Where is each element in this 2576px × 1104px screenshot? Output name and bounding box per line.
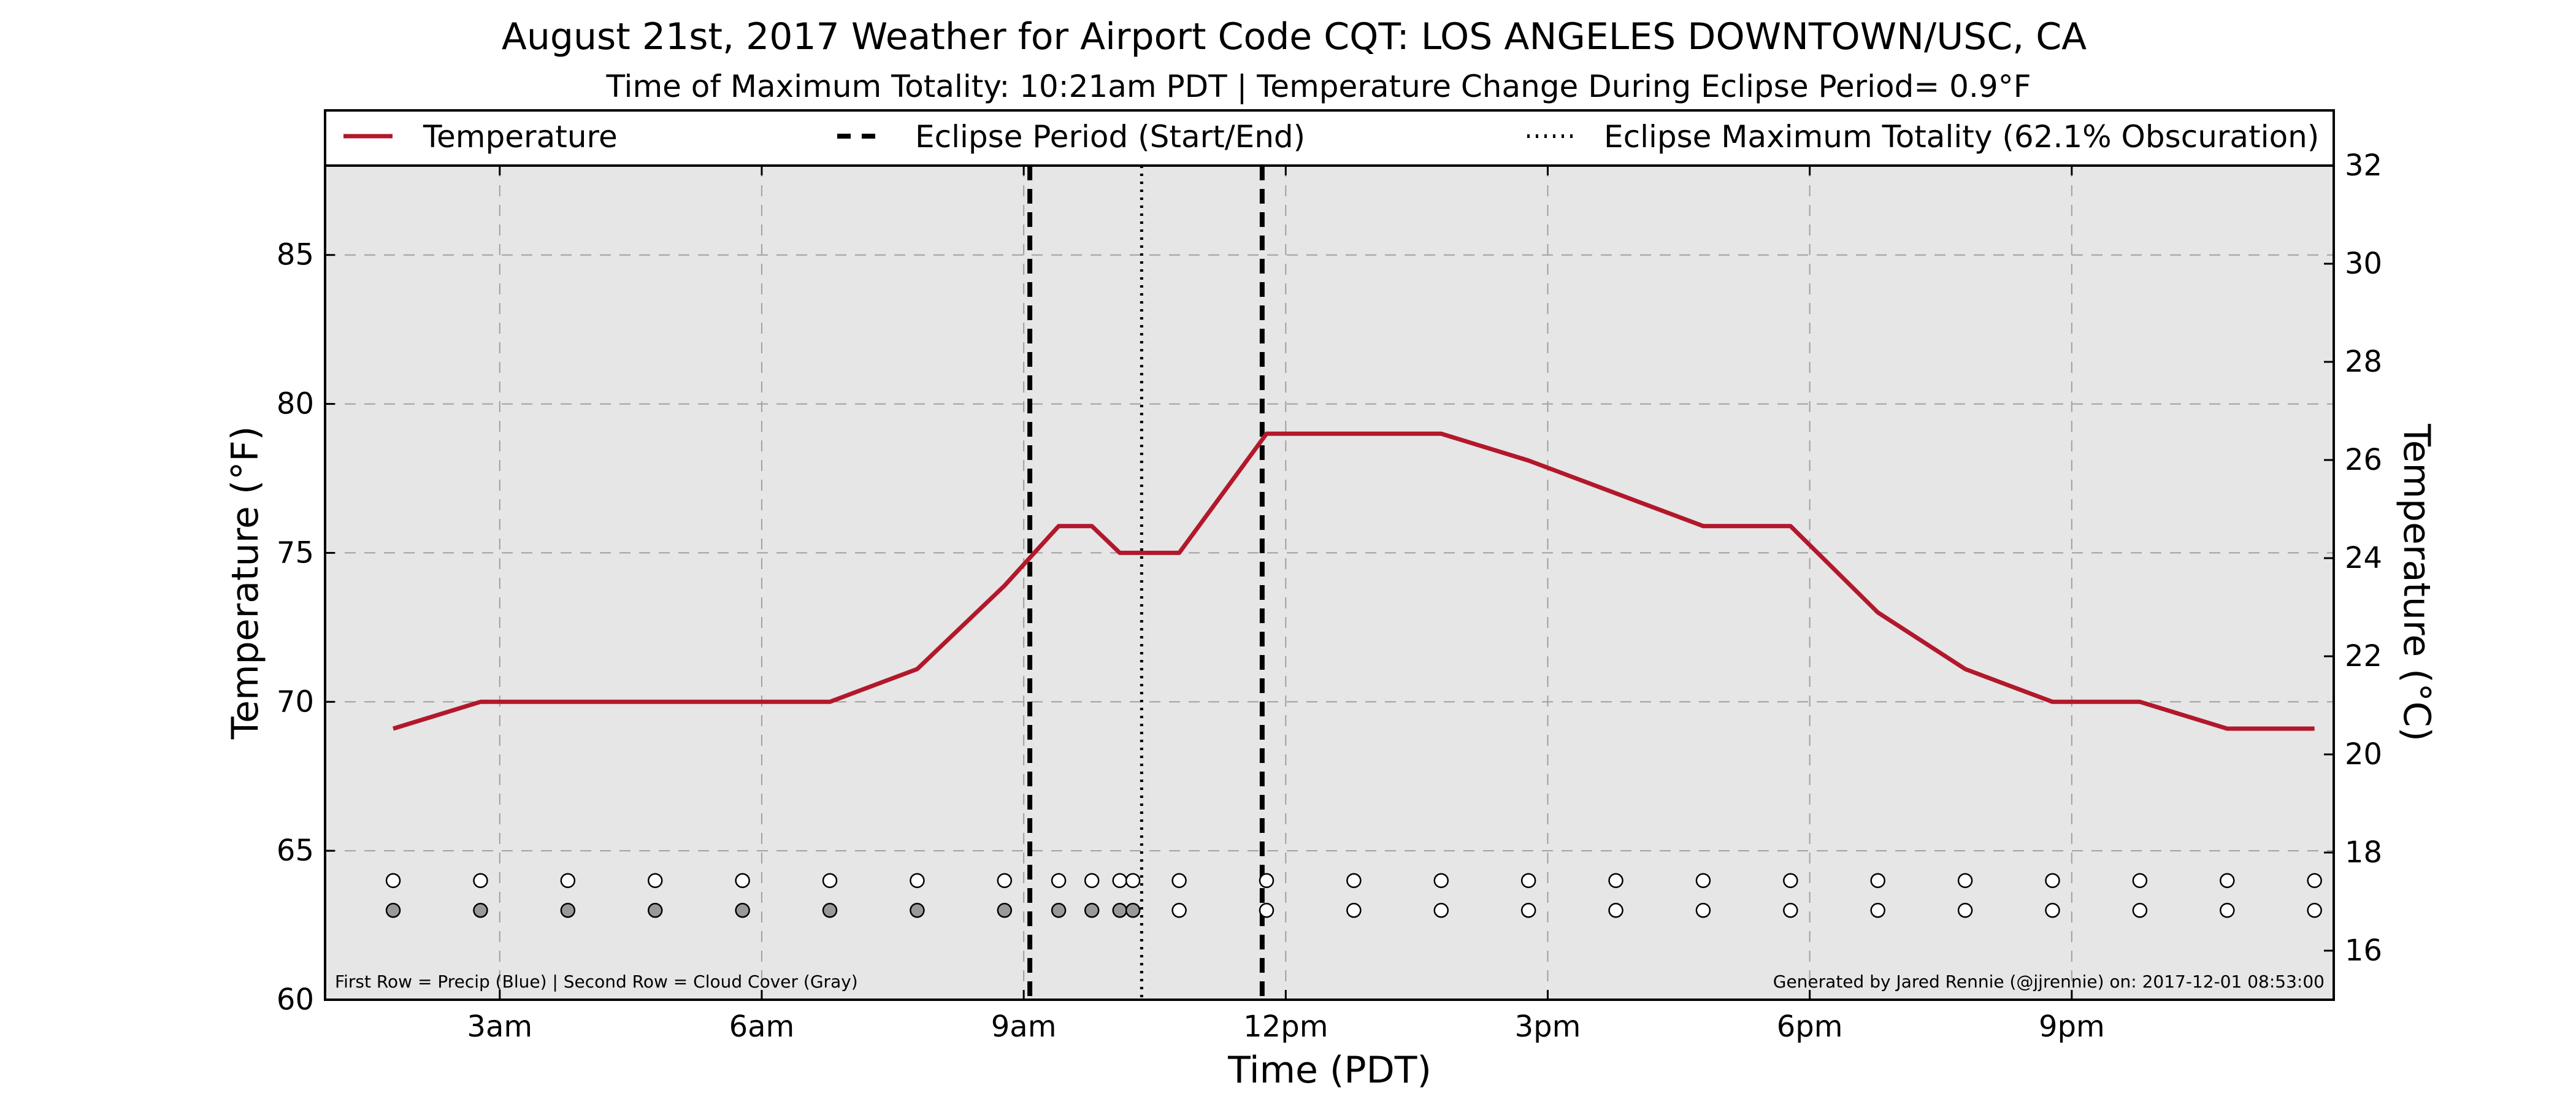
y2-tick-label: 24 xyxy=(2345,541,2382,575)
precip-marker xyxy=(1609,874,1623,887)
precip-marker xyxy=(648,874,662,887)
cloud-cover-marker xyxy=(1784,903,1797,917)
legend-label-eclipse-max: Eclipse Maximum Totality (62.1% Obscurat… xyxy=(1604,119,2319,155)
cloud-cover-marker xyxy=(561,903,575,917)
legend-label-temperature: Temperature xyxy=(423,119,618,155)
x-tick-label: 3am xyxy=(467,1010,532,1044)
cloud-cover-marker xyxy=(1696,903,1710,917)
cloud-cover-marker xyxy=(1126,903,1140,917)
cloud-cover-marker xyxy=(1871,903,1885,917)
x-tick-label: 9am xyxy=(991,1010,1057,1044)
legend-label-eclipse-period: Eclipse Period (Start/End) xyxy=(915,119,1305,155)
cloud-cover-marker xyxy=(823,903,837,917)
y-tick-label: 70 xyxy=(277,684,314,719)
precip-marker xyxy=(2133,874,2147,887)
cloud-cover-marker xyxy=(648,903,662,917)
y2-tick-label: 26 xyxy=(2345,443,2382,477)
precip-marker xyxy=(1126,874,1140,887)
cloud-cover-marker xyxy=(2133,903,2147,917)
chart-subtitle: Time of Maximum Totality: 10:21am PDT | … xyxy=(606,69,2031,104)
y2-tick-label: 32 xyxy=(2345,148,2382,183)
precip-marker xyxy=(2308,874,2321,887)
cloud-cover-marker xyxy=(910,903,924,917)
precip-marker xyxy=(1173,874,1186,887)
precip-marker xyxy=(1871,874,1885,887)
y-tick-label: 80 xyxy=(277,387,314,421)
x-tick-label: 6am xyxy=(729,1010,795,1044)
y-tick-label: 85 xyxy=(277,238,314,272)
chart-title: August 21st, 2017 Weather for Airport Co… xyxy=(502,15,2087,58)
precip-marker xyxy=(1696,874,1710,887)
precip-marker xyxy=(1260,874,1273,887)
precip-marker xyxy=(473,874,487,887)
y2-tick-label: 18 xyxy=(2345,835,2382,870)
precip-marker xyxy=(1113,874,1127,887)
cloud-cover-marker xyxy=(1958,903,1972,917)
cloud-cover-marker xyxy=(1113,903,1127,917)
precip-marker xyxy=(1958,874,1972,887)
cloud-cover-marker xyxy=(473,903,487,917)
precip-marker xyxy=(2046,874,2060,887)
cloud-cover-marker xyxy=(386,903,400,917)
cloud-cover-marker xyxy=(2308,903,2321,917)
cloud-cover-marker xyxy=(1435,903,1448,917)
cloud-cover-marker xyxy=(998,903,1011,917)
precip-marker xyxy=(823,874,837,887)
cloud-cover-marker xyxy=(1085,903,1098,917)
x-tick-label: 9pm xyxy=(2039,1010,2105,1044)
y2-tick-label: 30 xyxy=(2345,247,2382,281)
cloud-cover-marker xyxy=(736,903,749,917)
cloud-cover-marker xyxy=(1052,903,1065,917)
weather-chart: August 21st, 2017 Weather for Airport Co… xyxy=(0,0,2576,1104)
cloud-cover-marker xyxy=(1522,903,1535,917)
cloud-cover-marker xyxy=(2046,903,2060,917)
cloud-cover-marker xyxy=(1173,903,1186,917)
footnote-left: First Row = Precip (Blue) | Second Row =… xyxy=(335,972,858,992)
y2-tick-label: 22 xyxy=(2345,639,2382,673)
precip-marker xyxy=(1052,874,1065,887)
y-axis-label: Temperature (°F) xyxy=(224,426,267,740)
y2-tick-label: 16 xyxy=(2345,933,2382,968)
cloud-cover-marker xyxy=(2220,903,2234,917)
x-tick-label: 3pm xyxy=(1515,1010,1581,1044)
plot-area xyxy=(325,166,2334,1000)
precip-marker xyxy=(1522,874,1535,887)
y-tick-label: 60 xyxy=(277,983,314,1017)
x-tick-label: 6pm xyxy=(1777,1010,1843,1044)
cloud-cover-marker xyxy=(1347,903,1360,917)
precip-marker xyxy=(2220,874,2234,887)
precip-marker xyxy=(736,874,749,887)
y2-tick-label: 20 xyxy=(2345,737,2382,772)
x-tick-label: 12pm xyxy=(1243,1010,1328,1044)
y-tick-label: 65 xyxy=(277,834,314,868)
y2-tick-label: 28 xyxy=(2345,345,2382,379)
y2-axis-label: Temperature (°C) xyxy=(2395,423,2438,742)
y-tick-label: 75 xyxy=(277,535,314,570)
x-axis-label: Time (PDT) xyxy=(1227,1049,1432,1092)
precip-marker xyxy=(1784,874,1797,887)
cloud-cover-marker xyxy=(1260,903,1273,917)
precip-marker xyxy=(1347,874,1360,887)
precip-marker xyxy=(386,874,400,887)
precip-marker xyxy=(1435,874,1448,887)
footnote-right: Generated by Jared Rennie (@jjrennie) on… xyxy=(1773,972,2325,992)
precip-marker xyxy=(910,874,924,887)
cloud-cover-marker xyxy=(1609,903,1623,917)
precip-marker xyxy=(1085,874,1098,887)
precip-marker xyxy=(561,874,575,887)
precip-marker xyxy=(998,874,1011,887)
